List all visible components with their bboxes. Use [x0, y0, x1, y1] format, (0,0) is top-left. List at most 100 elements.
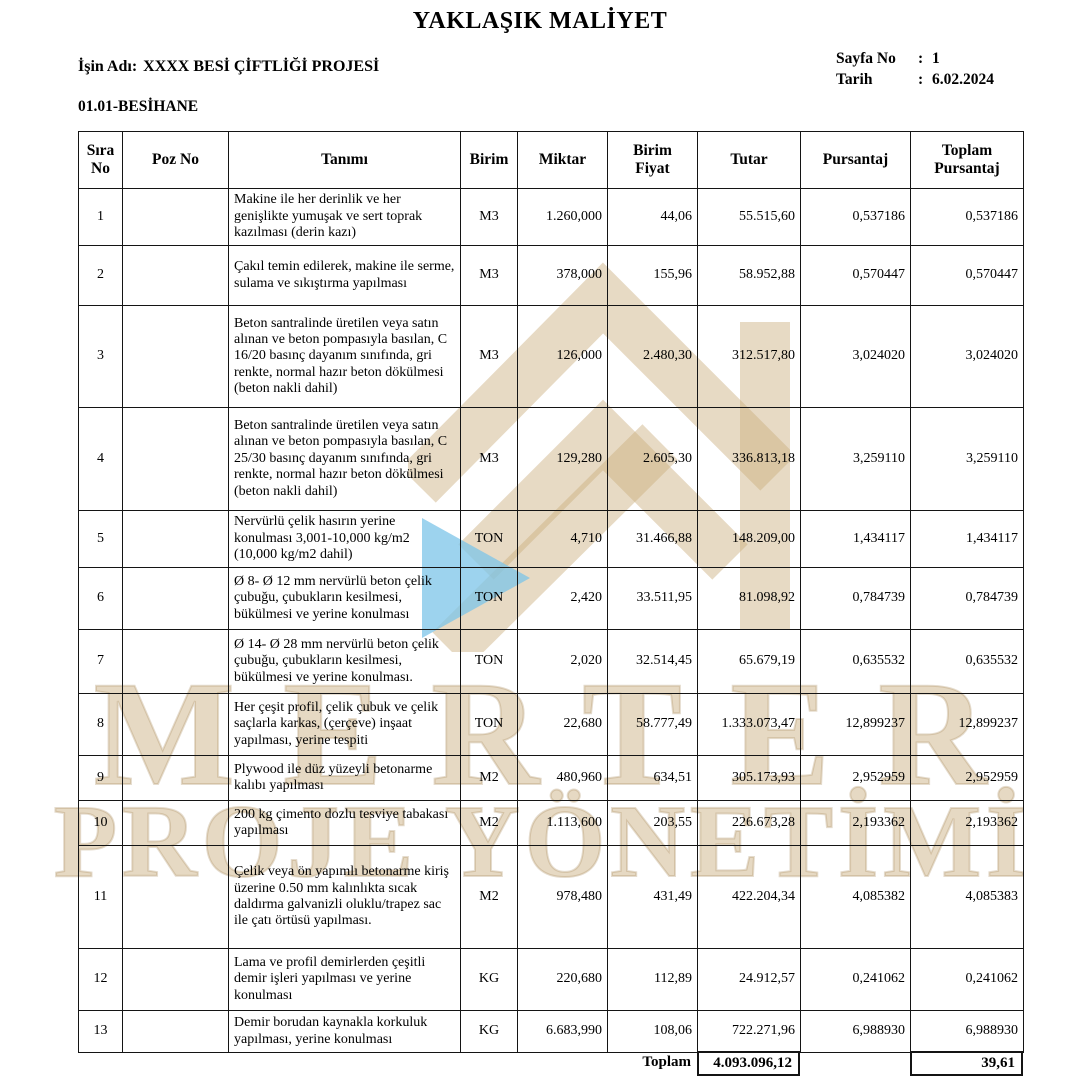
unit-cell: KG — [460, 948, 518, 1011]
quantity-cell: 378,000 — [517, 245, 608, 306]
table-row: 8 Her çeşit profil, çelik çubuk ve çelik… — [78, 693, 1024, 756]
table-row: 3 Beton santralinde üretilen veya satın … — [78, 305, 1024, 408]
unit-price-cell: 32.514,45 — [607, 629, 698, 694]
poz-no-cell — [122, 948, 229, 1011]
amount-cell: 24.912,57 — [697, 948, 801, 1011]
description-cell: Beton santralinde üretilen veya satın al… — [228, 407, 461, 511]
total-row: Toplam 4.093.096,12 39,61 — [78, 1051, 1023, 1077]
column-header-4: Miktar — [517, 131, 608, 189]
total-gap — [800, 1051, 910, 1076]
amount-cell: 312.517,80 — [697, 305, 801, 408]
total-amount-value: 4.093.096,12 — [697, 1051, 800, 1077]
table-row: 9 Plywood ile düz yüzeyli betonarme kalı… — [78, 755, 1024, 801]
unit-price-cell: 58.777,49 — [607, 693, 698, 756]
amount-cell: 336.813,18 — [697, 407, 801, 511]
quantity-cell: 978,480 — [517, 845, 608, 949]
unit-cell: M2 — [460, 755, 518, 801]
description-cell: Beton santralinde üretilen veya satın al… — [228, 305, 461, 408]
total-label: Toplam — [642, 1054, 691, 1071]
unit-price-cell: 2.480,30 — [607, 305, 698, 408]
quantity-cell: 6.683,990 — [517, 1010, 608, 1053]
description-cell: 200 kg çimento dozlu tesviye tabakası ya… — [228, 800, 461, 846]
poz-no-cell — [122, 755, 229, 801]
quantity-cell: 4,710 — [517, 510, 608, 568]
quantity-cell: 220,680 — [517, 948, 608, 1011]
unit-cell: TON — [460, 693, 518, 756]
row-number-cell: 9 — [78, 755, 123, 801]
quantity-cell: 1.260,000 — [517, 188, 608, 246]
unit-cell: TON — [460, 510, 518, 568]
date-value: 6.02.2024 — [932, 71, 994, 88]
description-cell: Demir borudan kaynakla korkuluk yapılmas… — [228, 1010, 461, 1053]
table-row: 11 Çelik veya ön yapımlı betonarme kiriş… — [78, 845, 1024, 949]
amount-cell: 226.673,28 — [697, 800, 801, 846]
percentage-cell: 0,537186 — [800, 188, 911, 246]
percentage-cell: 2,952959 — [800, 755, 911, 801]
unit-cell: M2 — [460, 800, 518, 846]
page-number-value: 1 — [932, 50, 940, 67]
row-number-cell: 5 — [78, 510, 123, 568]
total-percentage-cell: 4,085383 — [910, 845, 1024, 949]
row-number-cell: 3 — [78, 305, 123, 408]
percentage-cell: 2,193362 — [800, 800, 911, 846]
amount-cell: 81.098,92 — [697, 567, 801, 630]
amount-cell: 65.679,19 — [697, 629, 801, 694]
date-colon: : — [918, 71, 924, 88]
percentage-cell: 0,570447 — [800, 245, 911, 306]
table-row: 12 Lama ve profil demirlerden çeşitli de… — [78, 948, 1024, 1011]
unit-price-cell: 155,96 — [607, 245, 698, 306]
quantity-cell: 2,020 — [517, 629, 608, 694]
percentage-cell: 0,241062 — [800, 948, 911, 1011]
cost-table-wrap: Sıra No Poz No Tanımı Birim Miktar Birim Fiya… — [78, 131, 1024, 1077]
table-row: 7 Ø 14- Ø 28 mm nervürlü beton çelik çub… — [78, 629, 1024, 694]
percentage-cell: 0,784739 — [800, 567, 911, 630]
job-name-line: İşin Adı: XXXX BESİ ÇİFTLİĞİ PROJESİ — [78, 58, 379, 76]
date-row: Tarih : 6.02.2024 — [836, 69, 994, 90]
percentage-cell: 0,635532 — [800, 629, 911, 694]
total-percentage-cell: 0,241062 — [910, 948, 1024, 1011]
page-number-label: Sayfa No — [836, 50, 896, 67]
quantity-cell: 2,420 — [517, 567, 608, 630]
total-percentage-value: 39,61 — [910, 1051, 1023, 1077]
description-cell: Ø 14- Ø 28 mm nervürlü beton çelik çubuğ… — [228, 629, 461, 694]
unit-price-cell: 431,49 — [607, 845, 698, 949]
description-cell: Her çeşit profil, çelik çubuk ve çelik s… — [228, 693, 461, 756]
poz-no-cell — [122, 188, 229, 246]
percentage-cell: 3,259110 — [800, 407, 911, 511]
percentage-cell: 12,899237 — [800, 693, 911, 756]
amount-cell: 422.204,34 — [697, 845, 801, 949]
poz-no-cell — [122, 1010, 229, 1053]
total-percentage-cell: 2,193362 — [910, 800, 1024, 846]
poz-no-cell — [122, 693, 229, 756]
unit-price-cell: 112,89 — [607, 948, 698, 1011]
row-number-cell: 1 — [78, 188, 123, 246]
row-number-cell: 10 — [78, 800, 123, 846]
total-percentage-cell: 0,784739 — [910, 567, 1024, 630]
description-cell: Lama ve profil demirlerden çeşitli demir… — [228, 948, 461, 1011]
amount-cell: 148.209,00 — [697, 510, 801, 568]
percentage-cell: 3,024020 — [800, 305, 911, 408]
unit-cell: M3 — [460, 407, 518, 511]
row-number-cell: 13 — [78, 1010, 123, 1053]
description-cell: Ø 8- Ø 12 mm nervürlü beton çelik çubuğu… — [228, 567, 461, 630]
percentage-cell: 6,988930 — [800, 1010, 911, 1053]
table-row: 1 Makine ile her derinlik ve her genişli… — [78, 188, 1024, 246]
total-percentage-cell: 2,952959 — [910, 755, 1024, 801]
quantity-cell: 22,680 — [517, 693, 608, 756]
unit-price-cell: 44,06 — [607, 188, 698, 246]
poz-no-cell — [122, 845, 229, 949]
table-header-row: Sıra No Poz No Tanımı Birim Miktar Birim Fiya… — [78, 131, 1024, 189]
table-row: 5 Nervürlü çelik hasırın yerine konulmas… — [78, 510, 1024, 568]
quantity-cell: 129,280 — [517, 407, 608, 511]
description-cell: Makine ile her derinlik ve her genişlikt… — [228, 188, 461, 246]
amount-cell: 305.173,93 — [697, 755, 801, 801]
amount-cell: 1.333.073,47 — [697, 693, 801, 756]
total-percentage-cell: 6,988930 — [910, 1010, 1024, 1053]
poz-no-cell — [122, 629, 229, 694]
cost-table: Sıra No Poz No Tanımı Birim Miktar Birim Fiya… — [78, 131, 1024, 1053]
unit-price-cell: 2.605,30 — [607, 407, 698, 511]
poz-no-cell — [122, 305, 229, 408]
date-label: Tarih — [836, 71, 873, 88]
column-header-1: Poz No — [122, 131, 229, 189]
percentage-cell: 1,434117 — [800, 510, 911, 568]
